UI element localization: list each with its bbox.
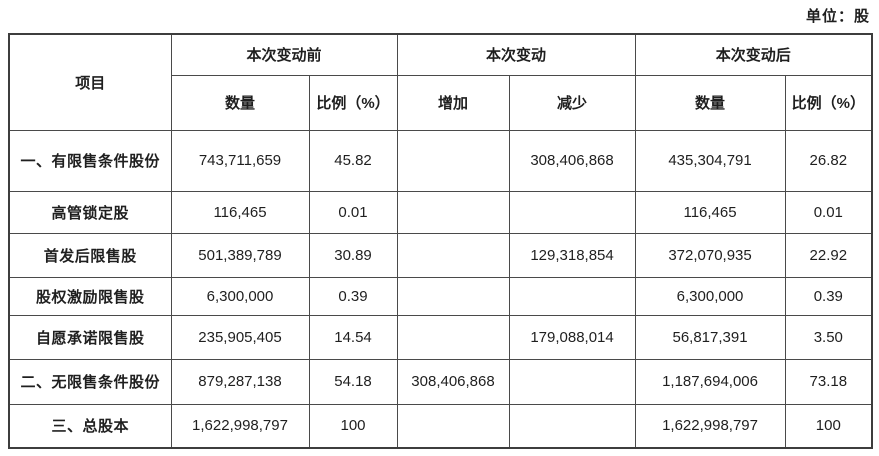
table-header: 项目 本次变动前 本次变动 本次变动后 数量 比例（%） 增加 减少 数量 比例… xyxy=(8,33,873,131)
table-row: 二、无限售条件股份 879,287,138 54.18 308,406,868 … xyxy=(8,358,873,405)
cell-before-pct: 0.39 xyxy=(308,276,398,316)
cell-increase xyxy=(396,314,510,360)
cell-after-qty: 56,817,391 xyxy=(634,314,786,360)
cell-item: 自愿承诺限售股 xyxy=(8,314,172,360)
unit-label: 单位：股 xyxy=(805,8,870,25)
cell-before-qty: 1,622,998,797 xyxy=(170,403,310,449)
header-decrease: 减少 xyxy=(508,74,636,131)
header-before-group: 本次变动前 xyxy=(170,33,398,76)
table-row: 首发后限售股 501,389,789 30.89 129,318,854 372… xyxy=(8,232,873,278)
table-row: 股权激励限售股 6,300,000 0.39 6,300,000 0.39 xyxy=(8,276,873,316)
cell-before-qty: 6,300,000 xyxy=(170,276,310,316)
cell-after-qty: 6,300,000 xyxy=(634,276,786,316)
cell-before-pct: 54.18 xyxy=(308,358,398,405)
table-row: 三、总股本 1,622,998,797 100 1,622,998,797 10… xyxy=(8,403,873,449)
header-increase: 增加 xyxy=(396,74,510,131)
cell-after-pct: 3.50 xyxy=(784,314,873,360)
cell-item: 股权激励限售股 xyxy=(8,276,172,316)
cell-after-pct: 26.82 xyxy=(784,129,873,192)
cell-after-qty: 1,622,998,797 xyxy=(634,403,786,449)
table-row: 一、有限售条件股份 743,711,659 45.82 308,406,868 … xyxy=(8,129,873,192)
header-item: 项目 xyxy=(8,33,172,131)
header-after-qty: 数量 xyxy=(634,74,786,131)
cell-increase xyxy=(396,190,510,234)
header-sub-row: 数量 比例（%） 增加 减少 数量 比例（%） xyxy=(9,74,873,131)
cell-increase: 308,406,868 xyxy=(396,358,510,405)
cell-decrease: 308,406,868 xyxy=(508,129,636,192)
cell-before-pct: 0.01 xyxy=(308,190,398,234)
cell-item: 三、总股本 xyxy=(8,403,172,449)
cell-before-qty: 501,389,789 xyxy=(170,232,310,278)
cell-after-qty: 1,187,694,006 xyxy=(634,358,786,405)
cell-after-qty: 372,070,935 xyxy=(634,232,786,278)
cell-decrease: 129,318,854 xyxy=(508,232,636,278)
cell-after-pct: 0.01 xyxy=(784,190,873,234)
cell-before-pct: 14.54 xyxy=(308,314,398,360)
cell-before-qty: 743,711,659 xyxy=(170,129,310,192)
header-before-qty: 数量 xyxy=(170,74,310,131)
cell-before-qty: 879,287,138 xyxy=(170,358,310,405)
cell-before-pct: 45.82 xyxy=(308,129,398,192)
header-group-row: 项目 本次变动前 本次变动 本次变动后 xyxy=(8,33,873,131)
cell-after-qty: 435,304,791 xyxy=(634,129,786,192)
cell-before-qty: 116,465 xyxy=(170,190,310,234)
cell-increase xyxy=(396,129,510,192)
cell-decrease xyxy=(508,190,636,234)
table-body: 一、有限售条件股份 743,711,659 45.82 308,406,868 … xyxy=(8,129,873,449)
cell-before-pct: 100 xyxy=(308,403,398,449)
cell-before-pct: 30.89 xyxy=(308,232,398,278)
cell-after-pct: 0.39 xyxy=(784,276,873,316)
share-change-table: 项目 本次变动前 本次变动 本次变动后 数量 比例（%） 增加 减少 数量 比例… xyxy=(8,33,874,449)
cell-increase xyxy=(396,232,510,278)
header-after-pct: 比例（%） xyxy=(784,74,873,131)
cell-item: 二、无限售条件股份 xyxy=(8,358,172,405)
cell-after-qty: 116,465 xyxy=(634,190,786,234)
cell-increase xyxy=(396,403,510,449)
cell-decrease: 179,088,014 xyxy=(508,314,636,360)
header-change-group: 本次变动 xyxy=(396,33,636,76)
cell-after-pct: 100 xyxy=(784,403,873,449)
cell-increase xyxy=(396,276,510,316)
cell-decrease xyxy=(508,276,636,316)
cell-decrease xyxy=(508,358,636,405)
cell-before-qty: 235,905,405 xyxy=(170,314,310,360)
header-before-pct: 比例（%） xyxy=(308,74,398,131)
cell-item: 首发后限售股 xyxy=(8,232,172,278)
header-after-group: 本次变动后 xyxy=(634,33,873,76)
cell-after-pct: 73.18 xyxy=(784,358,873,405)
table-row: 高管锁定股 116,465 0.01 116,465 0.01 xyxy=(8,190,873,234)
cell-after-pct: 22.92 xyxy=(784,232,873,278)
cell-item: 高管锁定股 xyxy=(8,190,172,234)
cell-item: 一、有限售条件股份 xyxy=(8,129,172,192)
table-row: 自愿承诺限售股 235,905,405 14.54 179,088,014 56… xyxy=(8,314,873,360)
cell-decrease xyxy=(508,403,636,449)
